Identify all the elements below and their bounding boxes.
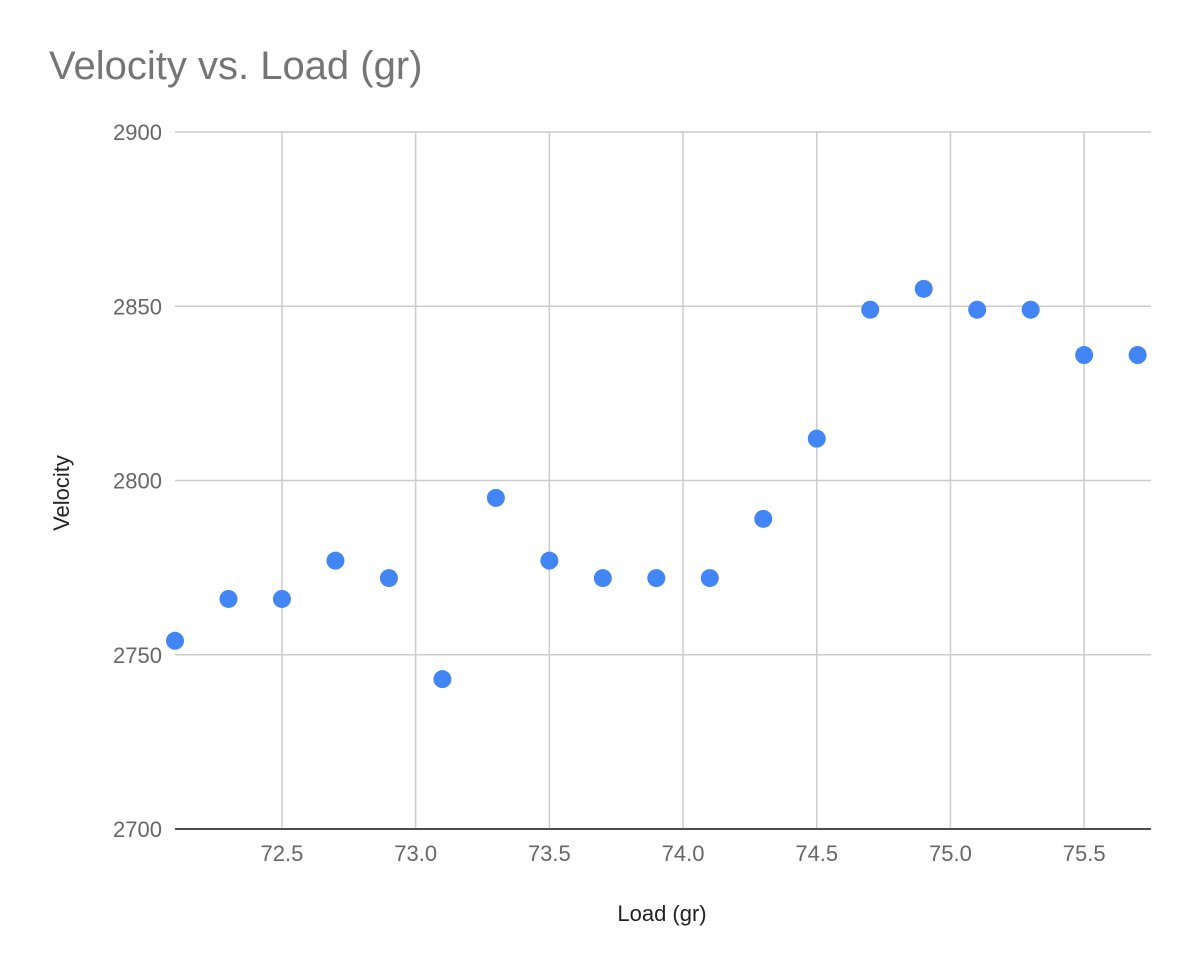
- data-point: [968, 300, 987, 319]
- data-point: [219, 589, 238, 608]
- data-point: [647, 569, 666, 588]
- data-point: [486, 488, 505, 507]
- y-axis-title: Velocity: [49, 455, 74, 531]
- x-tick-label: 72.5: [261, 841, 304, 866]
- data-point: [1128, 346, 1147, 365]
- y-tick-label: 2750: [113, 643, 162, 668]
- y-tick-label: 2900: [113, 120, 162, 145]
- data-point: [1021, 300, 1040, 319]
- data-points: [166, 279, 1147, 689]
- x-tick-label: 75.0: [929, 841, 972, 866]
- data-point: [379, 569, 398, 588]
- y-tick-label: 2700: [113, 817, 162, 842]
- grid-lines: [175, 131, 1151, 830]
- x-tick-label: 74.0: [662, 841, 705, 866]
- x-tick-label: 73.0: [394, 841, 437, 866]
- axis-tick-labels: 2700 2750 2800 2850 2900 72.5 73.0 73.5 74.0 74.5…: [113, 120, 1106, 866]
- data-point: [593, 569, 612, 588]
- data-point: [700, 569, 719, 588]
- x-tick-label: 74.5: [795, 841, 838, 866]
- data-point: [433, 670, 452, 689]
- x-axis-title: Load (gr): [617, 901, 706, 926]
- data-point: [166, 631, 184, 650]
- data-point: [807, 429, 826, 448]
- data-point: [754, 509, 773, 528]
- data-point: [1075, 346, 1094, 365]
- y-tick-label: 2800: [113, 469, 162, 494]
- y-tick-label: 2850: [113, 294, 162, 319]
- data-point: [861, 300, 880, 319]
- x-tick-label: 73.5: [528, 841, 571, 866]
- data-point: [326, 551, 345, 570]
- data-point: [914, 279, 933, 298]
- x-tick-label: 75.5: [1063, 841, 1106, 866]
- data-point: [540, 551, 559, 570]
- chart-title: Velocity vs. Load (gr): [49, 44, 423, 88]
- data-point: [272, 589, 291, 608]
